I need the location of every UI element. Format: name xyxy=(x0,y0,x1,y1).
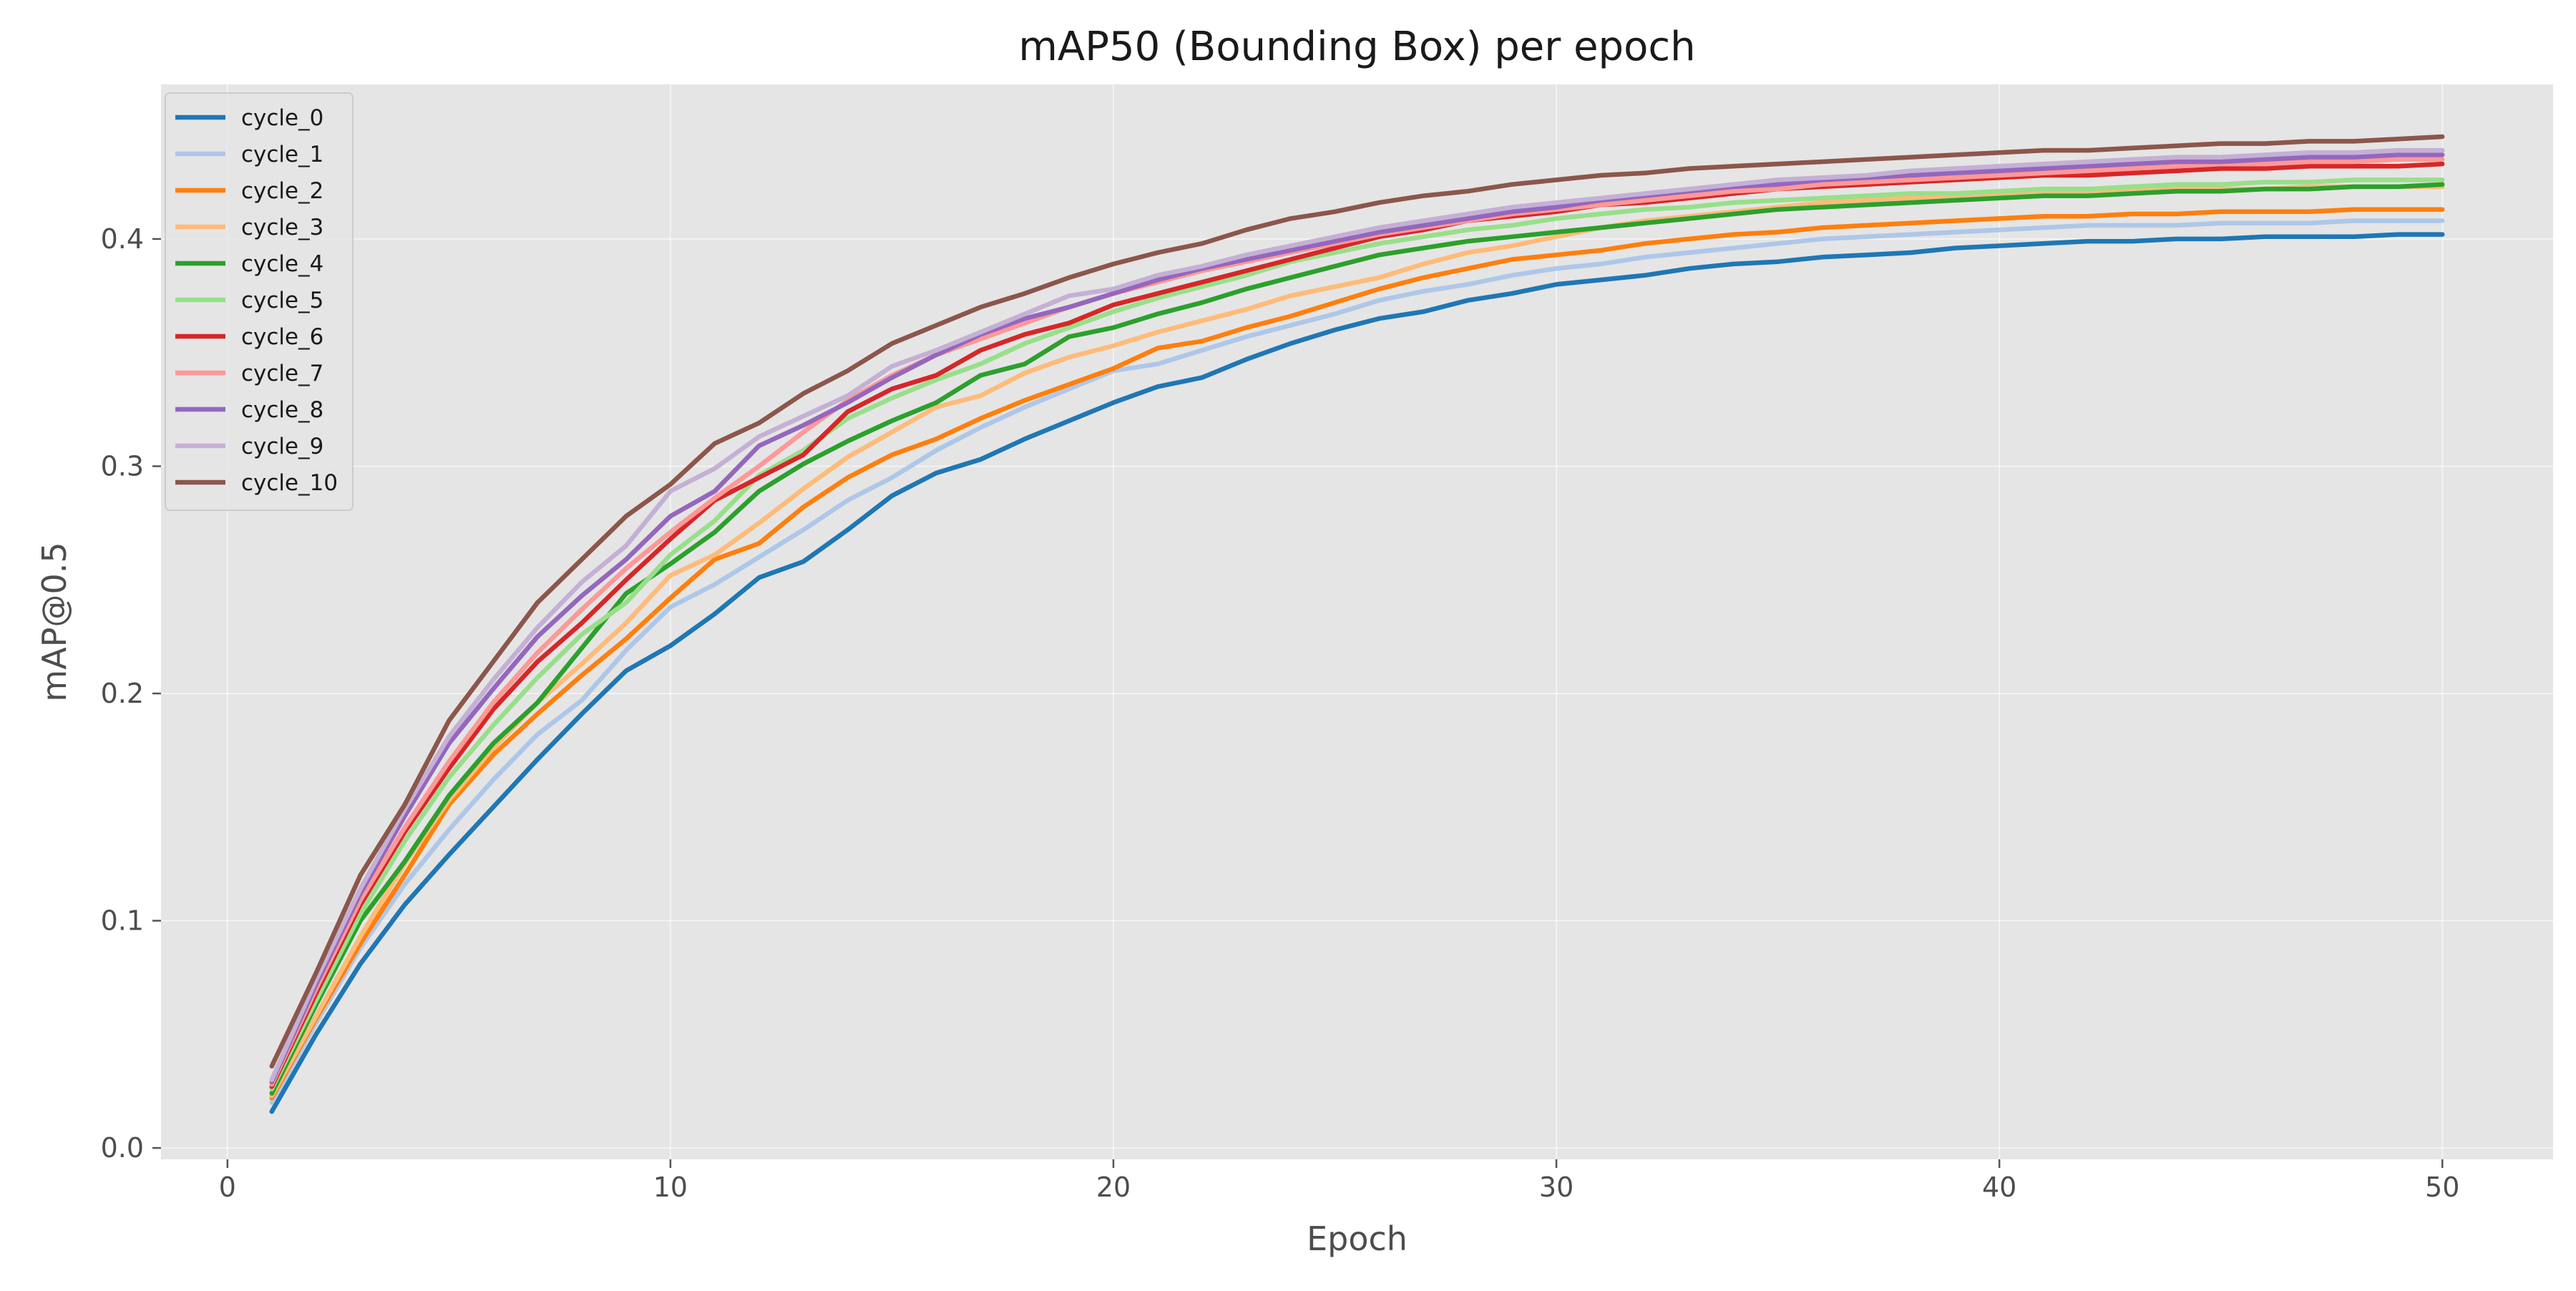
legend-label: cycle_9 xyxy=(241,434,323,459)
series-line-cycle_2 xyxy=(269,207,2445,1101)
series-line-cycle_6 xyxy=(269,161,2445,1089)
series-line-cycle_5 xyxy=(269,177,2445,1091)
plot-area xyxy=(161,84,2553,1159)
series-line-cycle_9 xyxy=(269,147,2445,1083)
x-tick-label: 50 xyxy=(2425,1171,2459,1203)
legend-label: cycle_2 xyxy=(241,178,323,204)
x-tick-label: 30 xyxy=(1539,1171,1574,1203)
series-lines xyxy=(269,134,2445,1114)
y-tick-label: 0.2 xyxy=(101,678,144,709)
series-line-cycle_8 xyxy=(269,152,2445,1085)
series-line-cycle_10 xyxy=(269,134,2445,1069)
legend-label: cycle_8 xyxy=(241,397,323,423)
series-line-cycle_1 xyxy=(269,218,2445,1105)
x-tick-label: 0 xyxy=(219,1171,236,1203)
y-axis-label: mAP@0.5 xyxy=(35,542,74,701)
legend-label: cycle_0 xyxy=(241,105,323,131)
legend: cycle_0 cycle_1 cycle_2 cycle_3 cycle_4cycle… xyxy=(165,92,353,511)
x-tick-label: 40 xyxy=(1982,1171,2016,1203)
legend-label: cycle_1 xyxy=(241,142,323,167)
legend-label: cycle_4 xyxy=(241,251,323,277)
series-line-cycle_4 xyxy=(269,182,2445,1096)
x-tick-label: 10 xyxy=(653,1171,688,1203)
y-tick-label: 0.1 xyxy=(101,905,144,937)
series-line-cycle_3 xyxy=(269,184,2445,1098)
chart-title: mAP50 (Bounding Box) per epoch xyxy=(1018,24,1695,70)
y-tick-label: 0.0 xyxy=(101,1132,144,1164)
legend-label: cycle_10 xyxy=(241,470,338,496)
series-line-cycle_0 xyxy=(269,232,2445,1114)
y-tick-label: 0.3 xyxy=(101,450,144,482)
x-tick-label: 20 xyxy=(1096,1171,1131,1203)
legend-label: cycle_3 xyxy=(241,215,323,240)
legend-box xyxy=(165,92,353,511)
y-tick-label: 0.4 xyxy=(101,223,144,255)
x-axis-label: Epoch xyxy=(1307,1219,1407,1258)
axes: 0 10 20 30 40 50 0.0 0.1 0.2 0.3 0.4 xyxy=(101,223,2460,1203)
legend-label: cycle_6 xyxy=(241,324,323,350)
legend-label: cycle_5 xyxy=(241,288,323,313)
legend-label: cycle_7 xyxy=(241,361,323,386)
